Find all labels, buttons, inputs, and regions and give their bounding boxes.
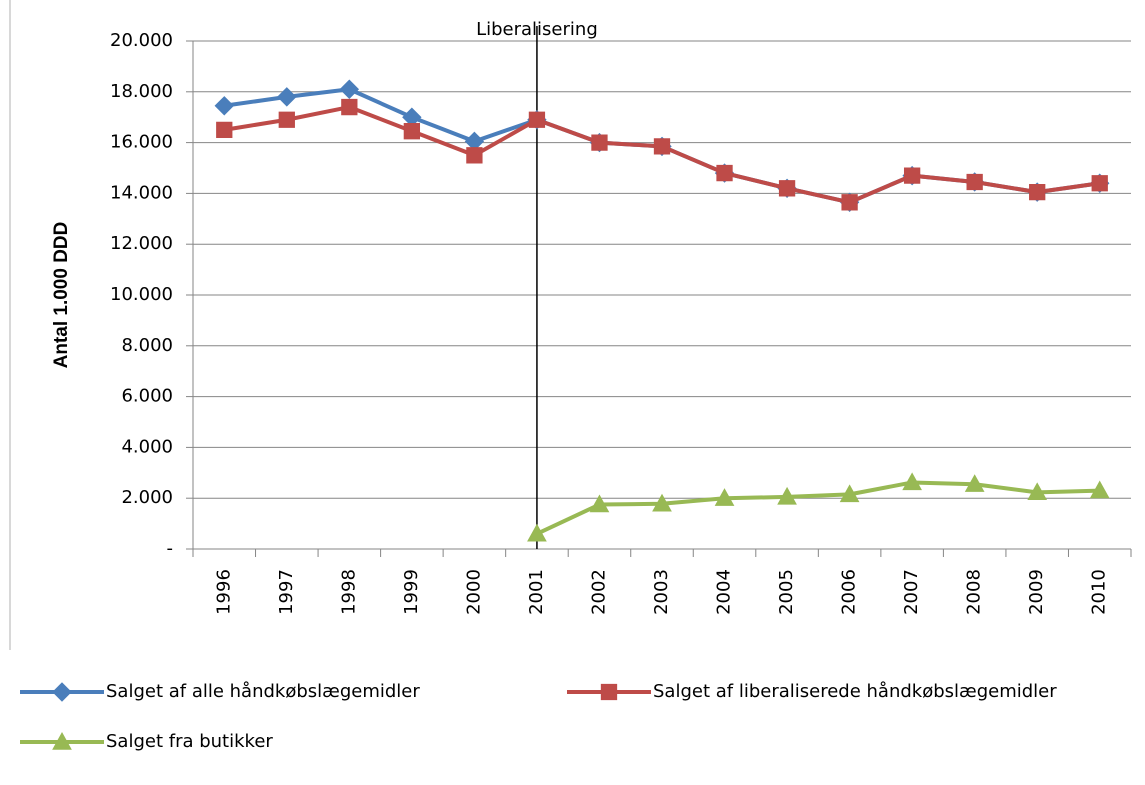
data-point: [341, 98, 358, 116]
data-point: [1029, 183, 1046, 201]
data-point: [1027, 482, 1048, 501]
x-tick-label: 2001: [526, 569, 547, 615]
x-tick-label: 2004: [714, 569, 735, 615]
x-tick-label: 2008: [964, 569, 985, 615]
data-point: [1091, 175, 1108, 192]
x-tick-label: 2009: [1026, 569, 1047, 615]
x-tick-label: 2002: [588, 569, 609, 615]
x-tick-label: 2007: [901, 569, 922, 615]
x-tick-label: 2010: [1089, 569, 1110, 615]
data-point: [839, 484, 860, 503]
y-tick-label: -: [167, 538, 174, 559]
data-point: [966, 173, 983, 191]
data-point: [528, 111, 546, 128]
legend-label: Salget af alle håndkøbslægemidler: [106, 681, 420, 702]
y-tick-label: 20.000: [110, 30, 173, 51]
data-point: [653, 138, 671, 155]
legend-label: Salget fra butikker: [106, 731, 273, 752]
y-tick-label: 18.000: [110, 81, 173, 102]
data-point: [216, 121, 233, 139]
data-point: [652, 493, 672, 512]
x-tick-label: 2005: [776, 569, 797, 615]
y-tick-label: 10.000: [110, 284, 173, 305]
data-point: [339, 79, 360, 99]
data-point: [902, 472, 922, 491]
x-tick-label: 1999: [401, 569, 422, 615]
y-tick-label: 14.000: [110, 182, 173, 203]
data-point: [277, 87, 297, 107]
x-tick-label: 2006: [839, 569, 860, 615]
data-point: [214, 96, 234, 116]
y-tick-label: 4.000: [121, 436, 173, 457]
x-tick-label: 2000: [463, 569, 484, 615]
y-axis-label: Antal 1.000 DDD: [51, 222, 72, 369]
data-point: [778, 180, 796, 197]
data-point: [1089, 480, 1110, 499]
x-tick-label: 1997: [276, 569, 297, 615]
data-point: [841, 194, 858, 211]
x-tick-label: 2003: [651, 569, 672, 615]
data-point: [716, 164, 733, 182]
data-point: [903, 167, 921, 184]
legend-marker: [52, 682, 72, 702]
data-point: [466, 147, 483, 164]
series-line: [536, 480, 1100, 536]
data-point: [591, 134, 608, 151]
data-point: [589, 494, 610, 513]
data-point: [714, 488, 735, 506]
y-tick-label: 6.000: [121, 386, 173, 407]
y-tick-label: 2.000: [121, 487, 173, 508]
y-tick-label: 8.000: [121, 335, 173, 356]
legend-marker: [52, 731, 72, 750]
annotation-text: Liberalisering: [476, 19, 598, 40]
data-point: [527, 523, 547, 542]
data-point: [777, 486, 797, 505]
legend-label: Salget af liberaliserede håndkøbslægemid…: [653, 681, 1057, 702]
data-point: [403, 123, 421, 140]
x-tick-label: 1998: [338, 569, 359, 615]
legend-marker: [600, 683, 618, 701]
data-point: [964, 474, 985, 492]
y-tick-label: 12.000: [110, 233, 173, 254]
x-tick-label: 1996: [213, 569, 234, 615]
data-point: [278, 111, 295, 128]
y-tick-label: 16.000: [110, 132, 173, 153]
